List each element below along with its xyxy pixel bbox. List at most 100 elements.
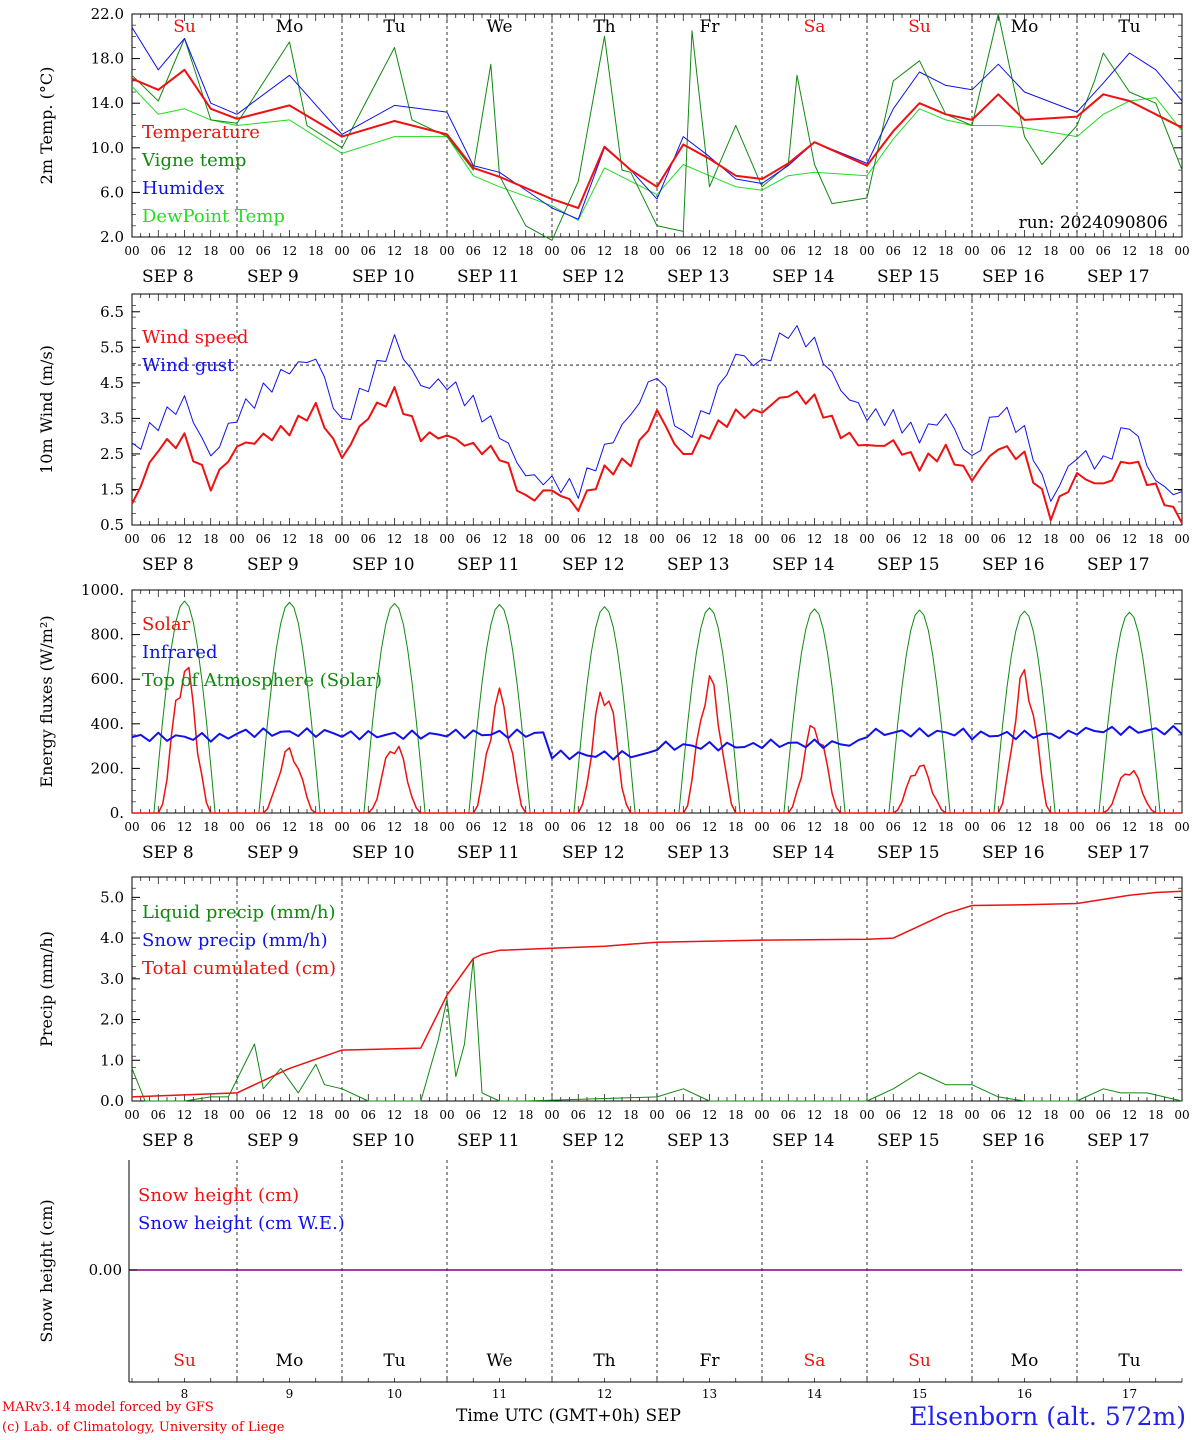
series-line-0 bbox=[131, 68, 1183, 209]
x-hour-label: 00 bbox=[754, 1108, 769, 1122]
y-tick-label: 400. bbox=[91, 715, 124, 733]
day-name: Mo bbox=[1011, 1351, 1039, 1371]
legend-entry: Total cumulated (cm) bbox=[142, 958, 336, 979]
x-hour-label: 00 bbox=[1174, 1108, 1189, 1122]
day-name: Mo bbox=[276, 1351, 304, 1371]
x-hour-label: 18 bbox=[728, 1108, 743, 1122]
x-date-label: SEP 11 bbox=[457, 843, 520, 863]
day-name: Su bbox=[173, 17, 196, 37]
x-date-label: SEP 16 bbox=[982, 1131, 1045, 1151]
x-hour-label: 06 bbox=[886, 1108, 901, 1122]
x-hour-label: 00 bbox=[649, 820, 664, 834]
x-hour-label: 00 bbox=[124, 532, 139, 546]
legend-entry: Snow height (cm W.E.) bbox=[138, 1213, 345, 1234]
x-hour-label: 12 bbox=[282, 1108, 297, 1122]
x-hour-label: 00 bbox=[124, 244, 139, 258]
x-date-label: SEP 12 bbox=[562, 267, 625, 287]
x-date-label: SEP 15 bbox=[877, 843, 940, 863]
x-hour-label: 06 bbox=[571, 532, 586, 546]
day-number: 13 bbox=[702, 1387, 717, 1401]
x-hour-label: 00 bbox=[1174, 820, 1189, 834]
x-hour-label: 00 bbox=[334, 532, 349, 546]
x-hour-label: 12 bbox=[912, 244, 927, 258]
y-tick-label: 0.00 bbox=[89, 1261, 122, 1279]
x-date-label: SEP 8 bbox=[142, 555, 194, 575]
x-date-label: SEP 13 bbox=[667, 1131, 730, 1151]
x-date-label: SEP 14 bbox=[772, 1131, 835, 1151]
x-hour-label: 00 bbox=[1069, 820, 1084, 834]
x-hour-label: 06 bbox=[991, 244, 1006, 258]
day-number: 11 bbox=[492, 1387, 507, 1401]
x-hour-label: 18 bbox=[1043, 532, 1058, 546]
x-hour-label: 00 bbox=[544, 244, 559, 258]
x-date-label: SEP 10 bbox=[352, 843, 415, 863]
x-hour-label: 00 bbox=[1069, 1108, 1084, 1122]
x-date-label: SEP 9 bbox=[247, 1131, 299, 1151]
x-hour-label: 06 bbox=[886, 820, 901, 834]
day-name: Th bbox=[593, 1351, 615, 1371]
y-tick-label: 3.5 bbox=[100, 409, 124, 427]
x-hour-label: 12 bbox=[492, 1108, 507, 1122]
x-hour-label: 18 bbox=[203, 1108, 218, 1122]
x-date-label: SEP 16 bbox=[982, 843, 1045, 863]
x-hour-label: 18 bbox=[1148, 532, 1163, 546]
day-name: Tu bbox=[1118, 17, 1140, 37]
series-line-3 bbox=[131, 86, 1183, 221]
x-hour-label: 18 bbox=[1043, 244, 1058, 258]
x-hour-label: 06 bbox=[886, 532, 901, 546]
x-hour-label: 12 bbox=[492, 820, 507, 834]
x-hour-label: 18 bbox=[938, 244, 953, 258]
x-hour-label: 12 bbox=[597, 244, 612, 258]
x-hour-label: 12 bbox=[1122, 1108, 1137, 1122]
y-tick-label: 18.0 bbox=[91, 50, 124, 68]
x-hour-label: 12 bbox=[1122, 532, 1137, 546]
x-hour-label: 18 bbox=[938, 532, 953, 546]
x-hour-label: 18 bbox=[308, 244, 323, 258]
x-hour-label: 06 bbox=[1096, 244, 1111, 258]
day-name: Fr bbox=[700, 17, 721, 37]
x-date-label: SEP 9 bbox=[247, 843, 299, 863]
legend-entry: Snow precip (mm/h) bbox=[142, 930, 328, 951]
x-date-label: SEP 11 bbox=[457, 555, 520, 575]
y-tick-label: 4.5 bbox=[100, 374, 124, 392]
x-hour-label: 00 bbox=[439, 820, 454, 834]
legend-entry: Wind speed bbox=[142, 327, 248, 348]
x-hour-label: 06 bbox=[781, 820, 796, 834]
x-date-label: SEP 8 bbox=[142, 267, 194, 287]
y-tick-label: 1.5 bbox=[100, 480, 124, 498]
x-hour-label: 00 bbox=[1069, 532, 1084, 546]
x-hour-label: 18 bbox=[308, 820, 323, 834]
x-hour-label: 06 bbox=[676, 1108, 691, 1122]
x-hour-label: 18 bbox=[833, 532, 848, 546]
x-hour-label: 12 bbox=[702, 820, 717, 834]
x-hour-label: 12 bbox=[1017, 532, 1032, 546]
x-hour-label: 12 bbox=[387, 532, 402, 546]
x-hour-label: 06 bbox=[361, 532, 376, 546]
day-name: Su bbox=[173, 1351, 196, 1371]
x-hour-label: 18 bbox=[203, 820, 218, 834]
x-hour-label: 12 bbox=[807, 820, 822, 834]
x-date-label: SEP 9 bbox=[247, 267, 299, 287]
x-hour-label: 12 bbox=[282, 244, 297, 258]
x-hour-label: 00 bbox=[229, 820, 244, 834]
x-hour-label: 12 bbox=[177, 1108, 192, 1122]
y-tick-label: 2.0 bbox=[100, 1011, 124, 1029]
x-hour-label: 00 bbox=[544, 1108, 559, 1122]
x-date-label: SEP 8 bbox=[142, 1131, 194, 1151]
x-hour-label: 06 bbox=[256, 820, 271, 834]
x-hour-label: 00 bbox=[229, 1108, 244, 1122]
x-date-label: SEP 15 bbox=[877, 1131, 940, 1151]
x-hour-label: 00 bbox=[124, 820, 139, 834]
x-hour-label: 12 bbox=[387, 244, 402, 258]
x-date-label: SEP 14 bbox=[772, 555, 835, 575]
x-hour-label: 12 bbox=[492, 244, 507, 258]
x-hour-label: 06 bbox=[676, 820, 691, 834]
x-hour-label: 06 bbox=[466, 820, 481, 834]
day-number: 8 bbox=[181, 1387, 189, 1401]
x-hour-label: 18 bbox=[1148, 820, 1163, 834]
x-hour-label: 00 bbox=[439, 244, 454, 258]
x-hour-label: 12 bbox=[1017, 244, 1032, 258]
x-hour-label: 18 bbox=[833, 1108, 848, 1122]
x-date-label: SEP 16 bbox=[982, 555, 1045, 575]
